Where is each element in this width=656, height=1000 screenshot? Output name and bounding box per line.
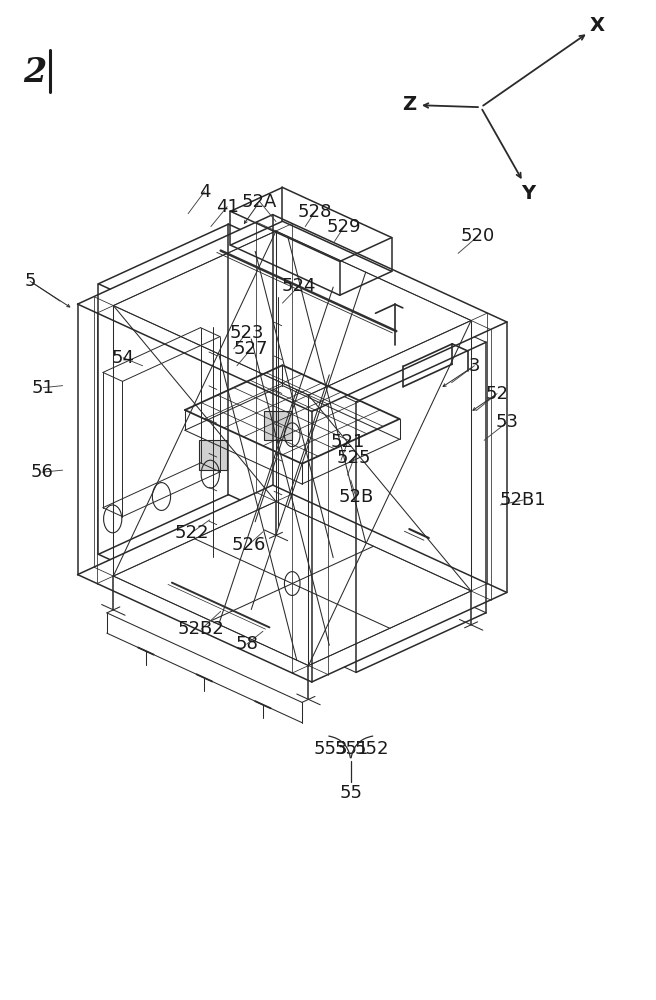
Text: 552: 552 [354,740,389,758]
Text: 520: 520 [461,227,495,245]
Text: 4: 4 [199,183,210,201]
Text: 551: 551 [335,740,369,758]
Text: Y: Y [522,184,535,203]
Text: 52B2: 52B2 [178,620,224,638]
Text: 526: 526 [232,536,266,554]
Text: 5: 5 [24,272,36,290]
Text: X: X [589,16,604,35]
Text: 523: 523 [230,324,264,342]
Text: Z: Z [402,95,417,114]
Text: 522: 522 [174,524,209,542]
Text: 528: 528 [298,203,332,221]
FancyBboxPatch shape [264,410,292,440]
Text: 553: 553 [314,740,348,758]
Text: 52B1: 52B1 [500,491,546,509]
Text: 51: 51 [31,379,54,397]
Text: 55: 55 [339,784,362,802]
Text: 41: 41 [216,198,239,216]
Text: 58: 58 [236,635,258,653]
Text: 527: 527 [234,340,268,358]
Text: 52: 52 [485,385,508,403]
Text: 56: 56 [30,463,53,481]
Text: 3: 3 [468,357,480,375]
Text: 54: 54 [112,349,134,367]
Text: 52B: 52B [338,488,374,506]
Text: 525: 525 [337,449,371,467]
Text: 53: 53 [495,413,518,431]
Text: 52A: 52A [242,193,277,211]
Text: 524: 524 [281,277,316,295]
Text: 2: 2 [24,56,47,89]
Text: 521: 521 [331,433,365,451]
Text: 529: 529 [327,218,361,236]
FancyBboxPatch shape [199,440,227,470]
